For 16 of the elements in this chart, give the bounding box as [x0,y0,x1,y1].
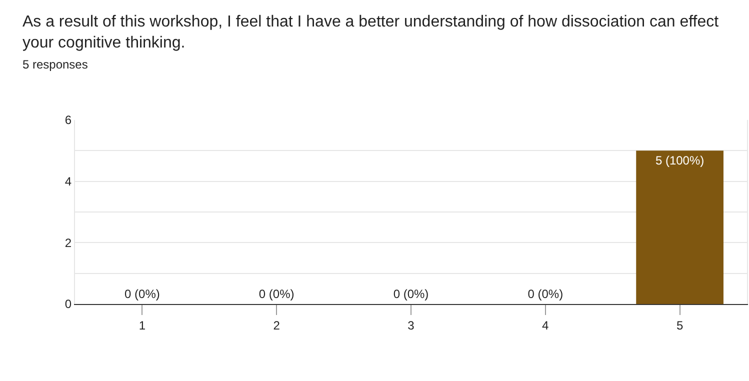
x-tick-label: 1 [138,318,146,332]
x-tick-label: 5 [676,318,684,332]
y-tick-label: 6 [64,113,72,128]
data-label: 5 (100%) [655,154,704,168]
y-tick-label: 4 [64,174,72,189]
chart-subtitle: 5 responses [22,57,88,72]
data-label: 0 (0%) [258,287,294,301]
y-tick-label: 0 [64,297,72,312]
data-label: 0 (0%) [124,287,160,301]
data-label: 0 (0%) [528,287,564,301]
x-tick-label: 3 [408,318,415,332]
y-tick-label: 2 [64,236,72,250]
x-tick-label: 4 [542,318,550,332]
chart-title: As a result of this workshop, I feel that I have a better understanding of how dissociation can effect your cognitive thinking. [22,14,720,52]
x-tick-label: 2 [273,318,280,332]
data-label: 0 (0%) [393,287,429,301]
